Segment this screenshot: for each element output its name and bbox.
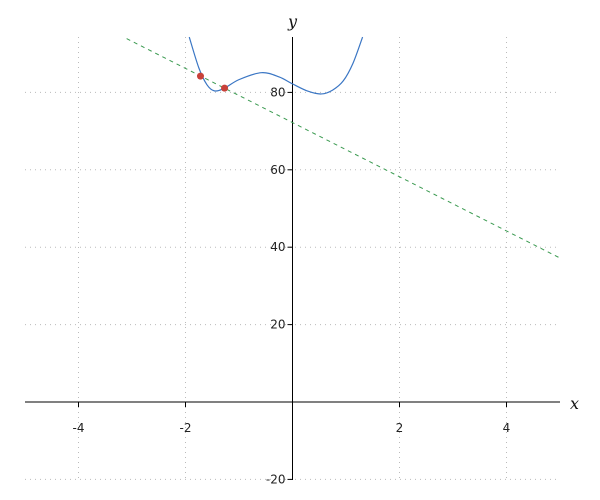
curve-series [188, 36, 364, 95]
tick-labels: -4 -2 2 4 -20 20 40 60 80 [73, 85, 511, 486]
intersection-point [221, 84, 229, 92]
x-tick-label: 2 [396, 421, 404, 435]
y-axis-label: y [287, 12, 298, 31]
series [126, 36, 561, 259]
x-tick-label: -4 [73, 421, 85, 435]
y-tick-label: 20 [270, 318, 285, 332]
x-tick-label: 4 [503, 421, 511, 435]
intersection-point [196, 72, 204, 80]
y-tick-label: -20 [266, 472, 286, 486]
dashed-line-series [126, 38, 561, 259]
x-axis-label: x [570, 394, 579, 413]
y-tick-label: 60 [270, 163, 285, 177]
y-tick-label: 80 [270, 85, 285, 99]
grid [25, 37, 560, 480]
axes [25, 37, 560, 480]
y-tick-label: 40 [270, 240, 285, 254]
x-tick-label: -2 [180, 421, 192, 435]
